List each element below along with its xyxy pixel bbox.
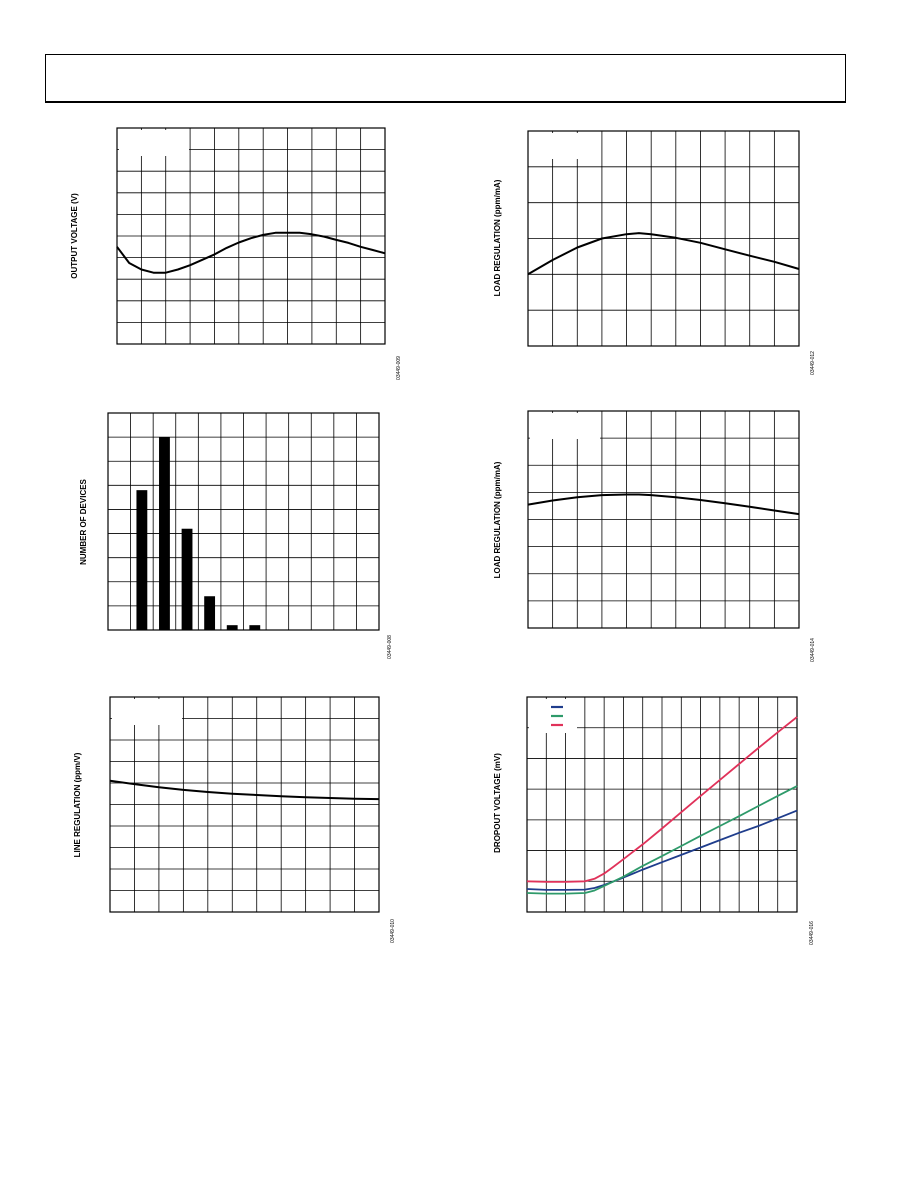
series-line xyxy=(116,231,386,274)
legend-box xyxy=(530,133,600,159)
figure-code: 03449-012 xyxy=(810,351,816,375)
chart-output-voltage-svg: OUTPUT VOLTAGE (V) 03449-009 xyxy=(70,127,402,380)
series-line xyxy=(527,493,800,516)
chart-load-regulation-1-svg: LOAD REGULATION (ppm/mA) 03449-012 xyxy=(493,130,816,375)
legend-box xyxy=(530,413,600,439)
series-line xyxy=(109,779,380,801)
chart-line-regulation-svg: LINE REGULATION (ppm/V) 03449-010 xyxy=(73,696,396,943)
chart-load-regulation-2-svg: LOAD REGULATION (ppm/mA) 03449-014 xyxy=(493,410,816,662)
y-axis-label: LOAD REGULATION (ppm/mA) xyxy=(493,461,502,578)
bar xyxy=(181,528,193,630)
legend-box xyxy=(112,699,182,725)
figure-code: 03449-016 xyxy=(809,921,815,945)
chart-output-voltage: OUTPUT VOLTAGE (V) 03449-009 xyxy=(60,118,420,388)
y-axis-label: LINE REGULATION (ppm/V) xyxy=(73,752,82,857)
figure-code: 03449-014 xyxy=(810,638,816,662)
page-header-box xyxy=(45,54,846,103)
y-axis-label: OUTPUT VOLTAGE (V) xyxy=(70,193,79,279)
y-axis-label: DROPOUT VOLTAGE (mV) xyxy=(493,753,502,853)
bar xyxy=(249,625,261,630)
series-line xyxy=(527,232,800,276)
chart-number-of-devices: NUMBER OF DEVICES 03449-008 xyxy=(60,400,420,670)
series-line xyxy=(526,716,798,883)
bar xyxy=(136,490,148,630)
figure-code: 03449-009 xyxy=(396,356,402,380)
figure-code: 03449-010 xyxy=(390,919,396,943)
chart-dropout-voltage-svg: DROPOUT VOLTAGE (mV) 03449-016 xyxy=(493,696,815,945)
chart-line-regulation: LINE REGULATION (ppm/V) 03449-010 xyxy=(60,683,420,953)
bar xyxy=(204,596,216,630)
y-axis-label: LOAD REGULATION (ppm/mA) xyxy=(493,179,502,296)
series-line xyxy=(526,785,798,895)
legend-box xyxy=(119,130,189,156)
y-axis-label: NUMBER OF DEVICES xyxy=(79,478,88,564)
chart-dropout-voltage: DROPOUT VOLTAGE (mV) 03449-016 xyxy=(485,683,845,953)
figure-code: 03449-008 xyxy=(387,635,393,659)
chart-number-of-devices-svg: NUMBER OF DEVICES 03449-008 xyxy=(79,412,393,659)
bar xyxy=(159,437,170,630)
bar xyxy=(226,625,238,630)
series-line xyxy=(526,809,798,891)
chart-load-regulation-2: LOAD REGULATION (ppm/mA) 03449-014 xyxy=(485,400,845,670)
chart-load-regulation-1: LOAD REGULATION (ppm/mA) 03449-012 xyxy=(485,118,845,388)
